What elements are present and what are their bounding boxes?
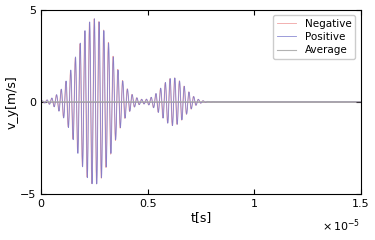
Positive bbox=[55, 96, 60, 98]
Negative bbox=[276, 100, 280, 103]
Negative bbox=[242, 100, 246, 103]
Negative bbox=[293, 100, 297, 103]
Negative bbox=[154, 101, 159, 104]
Positive bbox=[228, 100, 232, 103]
Positive bbox=[358, 100, 363, 103]
Average bbox=[154, 100, 159, 103]
Average bbox=[55, 100, 60, 103]
Negative bbox=[358, 100, 363, 103]
Legend: Negative, Positive, Average: Negative, Positive, Average bbox=[273, 15, 356, 59]
Line: Negative: Negative bbox=[41, 19, 361, 184]
Y-axis label: v_y[m/s]: v_y[m/s] bbox=[6, 75, 18, 129]
Line: Positive: Positive bbox=[41, 19, 361, 184]
Positive bbox=[90, 182, 94, 185]
Positive bbox=[92, 17, 97, 20]
Negative bbox=[55, 98, 60, 101]
Average bbox=[228, 100, 232, 103]
Positive bbox=[242, 100, 246, 103]
Negative bbox=[228, 100, 232, 103]
Negative bbox=[94, 183, 99, 186]
Positive bbox=[293, 100, 297, 103]
Average bbox=[358, 100, 363, 103]
Positive bbox=[154, 98, 159, 101]
Text: $\times\,10^{-5}$: $\times\,10^{-5}$ bbox=[322, 218, 361, 234]
Positive bbox=[39, 100, 44, 103]
Average bbox=[276, 100, 280, 103]
Negative bbox=[92, 17, 96, 20]
Negative bbox=[39, 100, 44, 103]
Positive bbox=[276, 100, 280, 103]
Average bbox=[242, 100, 246, 103]
X-axis label: t[s]: t[s] bbox=[190, 211, 211, 224]
Average bbox=[39, 100, 44, 103]
Average bbox=[293, 100, 297, 103]
